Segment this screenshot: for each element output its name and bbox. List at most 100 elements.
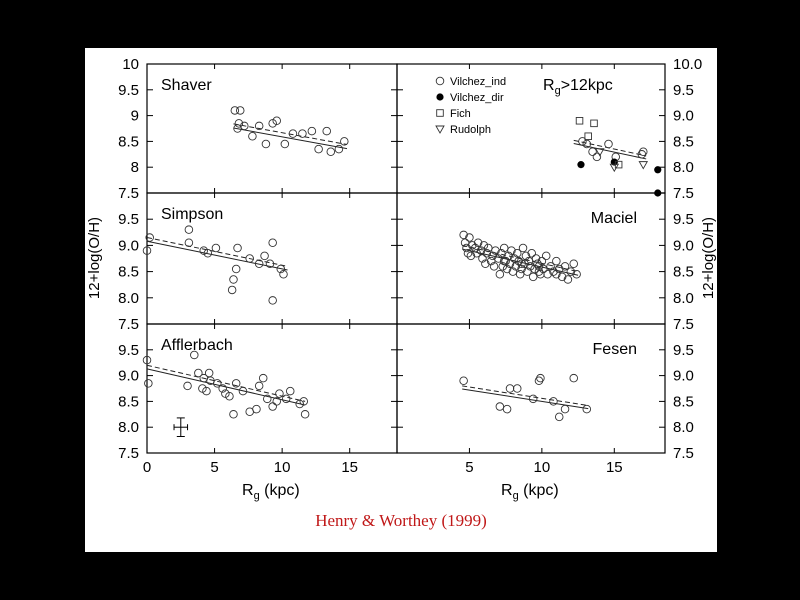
data-point [268, 402, 277, 411]
data-point [204, 368, 214, 378]
data-point [552, 256, 561, 266]
data-point [473, 238, 483, 248]
data-point [285, 386, 295, 396]
y-tick-label: 8.5 [673, 133, 694, 150]
data-point [476, 246, 486, 255]
y-tick-label: 9.0 [673, 237, 694, 254]
data-point [512, 249, 522, 258]
data-point-open-triangle-down [638, 161, 649, 170]
data-point [478, 254, 487, 263]
data-point [334, 144, 344, 154]
y-tick-label: 9.0 [673, 368, 694, 385]
panel-title: Afflerbach [161, 337, 233, 354]
data-point [549, 397, 558, 406]
data-point [229, 275, 238, 284]
data-point [572, 269, 581, 279]
panel-title: Simpson [161, 206, 223, 223]
data-point [254, 259, 264, 268]
y-tick-label: 8.0 [673, 419, 694, 436]
fit-line-dashed [146, 364, 306, 402]
data-point-open-circle [578, 137, 587, 146]
data-point [539, 264, 548, 274]
data-point [281, 394, 291, 404]
data-point [499, 256, 509, 266]
data-point [260, 251, 269, 261]
x-axis-label: Rg (kpc) [501, 482, 559, 502]
data-point [254, 121, 264, 131]
data-point [263, 394, 272, 404]
data-point-open-circle [582, 139, 592, 149]
data-point-filled-circle [654, 166, 662, 174]
data-point [218, 384, 227, 393]
data-point [238, 386, 248, 396]
panel-outer: 10.0 9.5 9.0 8.5 8.0 7.5 Rg>12kpc Vilchez_ind Vi… [396, 56, 717, 299]
data-point [498, 262, 508, 271]
data-point [505, 259, 515, 268]
data-point [524, 256, 534, 266]
data-point [497, 249, 506, 258]
data-point [505, 384, 515, 393]
data-point [546, 262, 555, 271]
data-point [252, 404, 261, 414]
data-point-filled-circle [577, 161, 585, 169]
data-point [466, 251, 476, 261]
y-tick-label: 9.0 [673, 108, 694, 125]
legend-label: Fich [450, 108, 471, 120]
data-point-open-circle [592, 152, 602, 162]
data-point [280, 139, 290, 149]
data-point [340, 137, 349, 146]
citation-caption: Henry & Worthey (1999) [315, 511, 487, 530]
data-point [495, 402, 505, 411]
y-tick-label: 9.5 [118, 211, 139, 228]
data-point [507, 246, 516, 255]
fit-line-solid [462, 388, 589, 410]
data-point [582, 404, 592, 414]
data-point [514, 256, 523, 266]
data-point [502, 264, 512, 274]
data-point [275, 389, 284, 398]
data-point [184, 238, 194, 248]
x-axis-label: Rg (kpc) [242, 482, 300, 502]
panel-maciel: 9.5 9.0 8.5 8.0 7.5 Maciel [396, 192, 694, 333]
data-point-open-square [590, 119, 598, 128]
data-point [472, 249, 481, 258]
data-point [534, 376, 544, 386]
data-point [233, 243, 242, 253]
figure: 10 9.5 9 8.5 8 7.5 Shaver 12+log(O/H) 9.5 9.0 8.5 8… [85, 48, 717, 552]
y-tick-label: 8 [131, 159, 139, 176]
data-point [300, 410, 310, 419]
data-point [560, 404, 570, 414]
data-point [521, 251, 531, 261]
data-point [299, 397, 309, 406]
data-point [484, 243, 493, 253]
legend-label: Rudolph [450, 124, 491, 136]
y-tick-label: 7.5 [673, 445, 694, 462]
data-point [523, 267, 532, 276]
data-point [517, 264, 526, 274]
legend-label: Vilchez_dir [450, 92, 504, 104]
y-tick-label: 8.5 [118, 133, 139, 150]
y-tick-label: 8.0 [118, 419, 139, 436]
data-point-open-circle [588, 147, 597, 156]
data-point-open-circle [604, 139, 613, 149]
data-point-open-square [575, 117, 584, 125]
data-point [314, 144, 323, 154]
y-tick-label: 7.5 [118, 316, 139, 333]
data-point [459, 376, 468, 386]
y-tick-label: 9.0 [118, 368, 139, 385]
x-tick-label: 5 [210, 459, 218, 476]
legend-marker [436, 93, 444, 101]
data-point [235, 106, 245, 115]
data-point [322, 126, 331, 136]
data-point [554, 264, 564, 274]
fit-line-dashed [462, 385, 589, 407]
data-point [144, 379, 153, 388]
x-tick-label: 10 [274, 459, 291, 476]
data-point [234, 119, 244, 128]
data-point [202, 386, 211, 396]
y-tick-label: 9.5 [118, 342, 139, 359]
data-point [482, 249, 492, 258]
data-point [495, 269, 505, 279]
data-point [528, 272, 538, 282]
data-point [489, 262, 499, 271]
